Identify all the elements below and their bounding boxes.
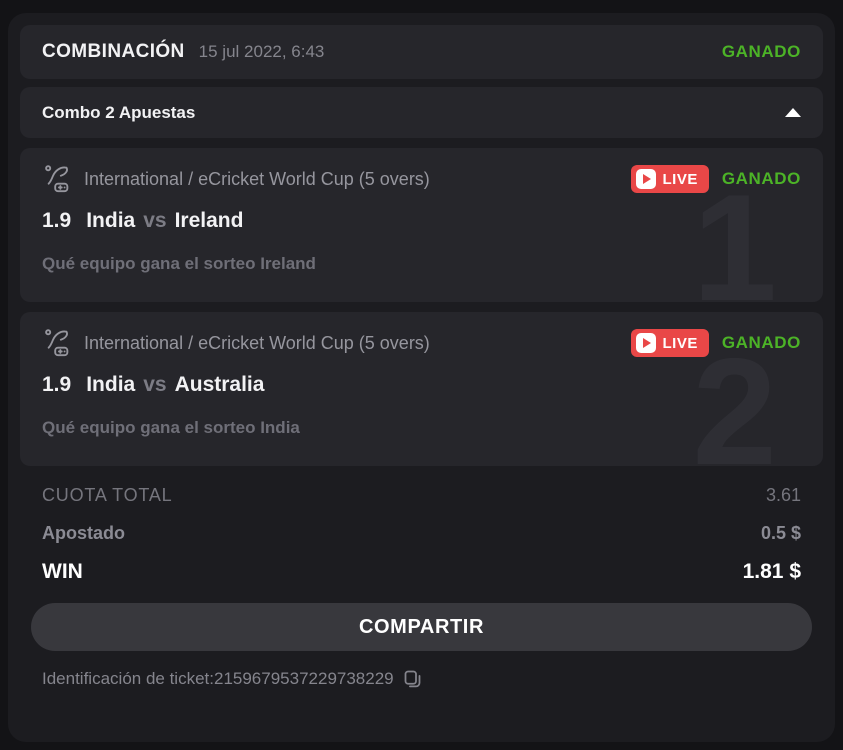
- copy-icon[interactable]: [402, 668, 423, 689]
- win-value: 1.81 $: [742, 560, 801, 583]
- bet-odds: 1.9: [42, 209, 72, 232]
- win-label: WIN: [42, 560, 83, 583]
- bet-status-badge: GANADO: [721, 333, 801, 352]
- home-team: India: [86, 209, 136, 232]
- ticket-header: COMBINACIÓN 15 jul 2022, 6:43 GANADO: [20, 25, 823, 79]
- play-icon: [635, 169, 656, 189]
- total-odds-value: 3.61: [765, 485, 801, 505]
- vs-label: vs: [143, 373, 167, 396]
- bet-status-badge: GANADO: [721, 169, 801, 188]
- bet-market-label: Qué equipo gana el sorteo India: [42, 418, 300, 437]
- bet-index-watermark: 2: [692, 327, 777, 466]
- bet-selection-row: 1.9 India vs Australia: [42, 373, 801, 397]
- total-odds-row: CUOTA TOTAL 3.61: [20, 485, 823, 506]
- tournament-label: International / eCricket World Cup (5 ov…: [84, 168, 430, 189]
- bet-card-2: 2 International / eCricket World Cup (5 …: [20, 312, 823, 466]
- away-team: Ireland: [174, 209, 244, 232]
- away-team: Australia: [174, 373, 265, 396]
- bet-index-watermark: 1: [692, 163, 777, 302]
- bet-odds: 1.9: [42, 373, 72, 396]
- ticket-status-badge: GANADO: [721, 42, 801, 61]
- win-row: WIN 1.81 $: [20, 560, 823, 584]
- total-odds-label: CUOTA TOTAL: [42, 485, 173, 505]
- live-badge: LIVE: [630, 329, 709, 357]
- combo-label: Combo 2 Apuestas: [42, 102, 196, 122]
- ticket-type-label: COMBINACIÓN: [42, 41, 185, 62]
- collapse-arrow-icon[interactable]: [785, 108, 801, 117]
- ticket-date: 15 jul 2022, 6:43: [198, 42, 325, 61]
- play-icon: [635, 333, 656, 353]
- live-badge: LIVE: [630, 165, 709, 193]
- bet-selection-row: 1.9 India vs Ireland: [42, 209, 801, 233]
- ticket-id-value: 2159679537229738229: [213, 668, 394, 688]
- ecricket-icon: [45, 165, 69, 193]
- stake-row: Apostado 0.5 $: [20, 523, 823, 544]
- ticket-id-label: Identificación de ticket:: [42, 668, 214, 688]
- ecricket-icon: [45, 329, 69, 357]
- stake-value: 0.5 $: [760, 523, 801, 543]
- home-team: India: [86, 373, 136, 396]
- stake-label: Apostado: [42, 523, 125, 543]
- share-button[interactable]: COMPARTIR: [31, 603, 812, 651]
- ticket-id-row: Identificación de ticket: 21596795372297…: [20, 668, 823, 689]
- bet-ticket-panel: COMBINACIÓN 15 jul 2022, 6:43 GANADO Com…: [8, 13, 835, 742]
- combo-toggle-bar[interactable]: Combo 2 Apuestas: [20, 87, 823, 138]
- vs-label: vs: [143, 209, 167, 232]
- bet-market-label: Qué equipo gana el sorteo Ireland: [42, 254, 316, 273]
- bet-card-1: 1 International / eCricket World Cup (5 …: [20, 148, 823, 302]
- tournament-label: International / eCricket World Cup (5 ov…: [84, 332, 430, 353]
